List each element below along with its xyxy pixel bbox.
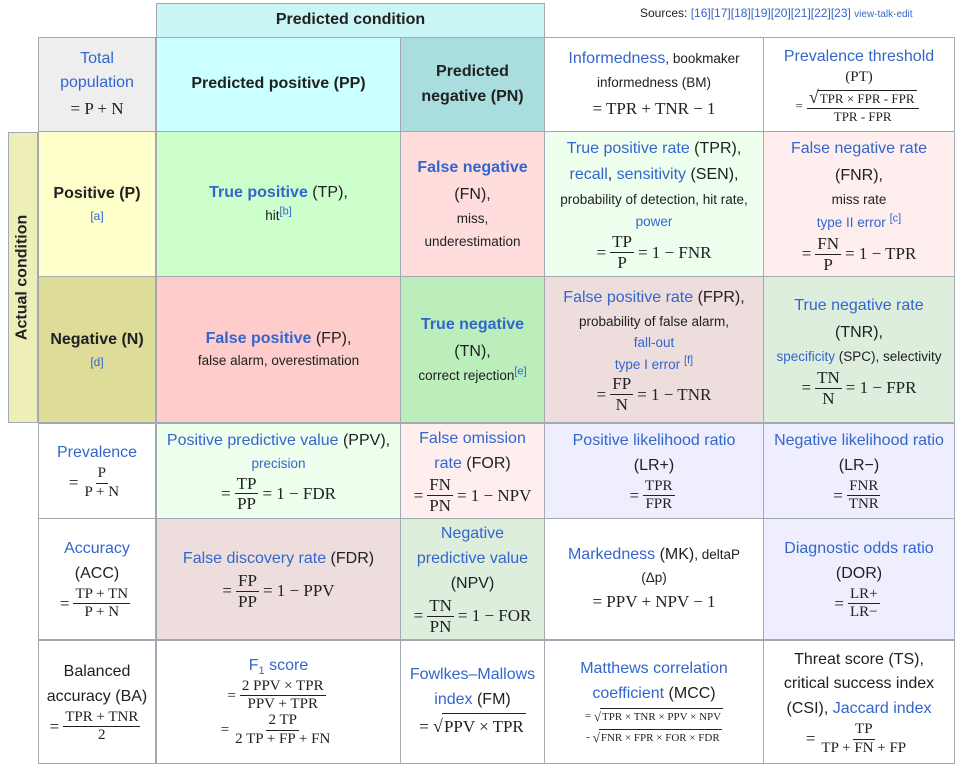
for-link[interactable]: False omission <box>419 429 526 447</box>
diagnostic-odds-ratio-cell: Diagnostic odds ratio (DOR) = LR+ LR− <box>763 518 955 640</box>
false-negative-link[interactable]: False negative <box>417 158 528 176</box>
tnr-link[interactable]: True negative rate <box>794 296 924 314</box>
note-b-link[interactable]: [b] <box>279 205 292 218</box>
edit-link[interactable]: edit <box>896 9 913 20</box>
negative-row-header: Negative (N) [d] <box>38 276 156 423</box>
positive-likelihood-ratio-cell: Positive likelihood ratio (LR+) = TPR FPR <box>544 423 764 519</box>
lr-minus-link[interactable]: Negative likelihood ratio <box>774 431 944 449</box>
sources-line: Sources: [16][17][18][19][20][21][22][23… <box>640 6 913 20</box>
specificity-link[interactable]: specificity <box>776 348 835 364</box>
prevalence-threshold-link[interactable]: Prevalence threshold <box>783 47 935 65</box>
negative-likelihood-ratio-cell: Negative likelihood ratio (LR−) = FNR TNR <box>763 423 955 519</box>
informedness-link[interactable]: Informedness <box>568 49 666 67</box>
prevalence-threshold-cell: Prevalence threshold (PT) = √TPR × FPR -… <box>763 37 955 132</box>
total-population-cell: Total population = P + N <box>38 37 156 132</box>
power-link[interactable]: power <box>635 214 673 230</box>
fdr-link[interactable]: False discovery rate <box>182 550 327 568</box>
note-a-link[interactable]: [a] <box>90 209 104 224</box>
note-f-link[interactable]: [f] <box>683 354 694 367</box>
mcc-link[interactable]: Matthews correlation <box>580 659 728 677</box>
tpr-link[interactable]: True positive rate <box>566 140 690 157</box>
sources-refs-link[interactable]: [16][17][18][19][20][21][22][23] <box>690 6 851 20</box>
prevalence-link[interactable]: Prevalence <box>56 444 138 462</box>
true-positive-cell: True positive (TP), hit[b] <box>156 131 401 277</box>
ppv-link[interactable]: Positive predictive value <box>166 431 339 449</box>
jaccard-index-link[interactable]: Jaccard index <box>832 700 932 718</box>
false-positive-rate-cell: False positive rate (FPR), probability o… <box>544 276 764 423</box>
note-e-link[interactable]: [e] <box>514 365 527 378</box>
balanced-accuracy-cell: Balanced accuracy (BA) = TPR + TNR 2 <box>38 640 156 764</box>
npv-link[interactable]: Negative <box>440 525 505 543</box>
fall-out-link[interactable]: fall-out <box>633 335 675 351</box>
view-link[interactable]: view <box>854 9 875 20</box>
threat-score-cell: Threat score (TS), critical success inde… <box>763 640 955 764</box>
positive-row-header: Positive (P) [a] <box>38 131 156 277</box>
note-d-link[interactable]: [d] <box>90 354 104 369</box>
precision-link[interactable]: precision <box>251 455 306 471</box>
accuracy-cell: Accuracy (ACC) = TP + TN P + N <box>38 518 156 640</box>
sources-label: Sources: <box>640 6 688 20</box>
markedness-link[interactable]: Markedness <box>567 545 656 563</box>
npv-cell: Negative predictive value (NPV) = TN PN = 1… <box>400 518 545 640</box>
fnr-link[interactable]: False negative rate <box>790 139 928 157</box>
sensitivity-link[interactable]: sensitivity <box>616 166 687 184</box>
fdr-cell: False discovery rate (FDR) = FP PP = 1 − PP… <box>156 518 401 640</box>
type-ii-error-link[interactable]: type II error <box>816 214 886 230</box>
predicted-negative-header: Predicted negative (PN) <box>400 37 545 132</box>
true-positive-rate-cell: True positive rate (TPR), recall, sensit… <box>544 131 764 277</box>
fowlkes-mallows-cell: Fowlkes–Mallows index (FM) = √ PPV × TPR <box>400 640 545 764</box>
ppv-cell: Positive predictive value (PPV), precisi… <box>156 423 401 519</box>
actual-condition-header: Actual condition <box>8 132 38 423</box>
markedness-cell: Markedness (MK), deltaP (Δp) = PPV + NPV… <box>544 518 764 640</box>
predicted-positive-header: Predicted positive (PP) <box>156 37 401 132</box>
informedness-cell: Informedness, bookmaker informedness (BM… <box>544 37 764 132</box>
dor-link[interactable]: Diagnostic odds ratio <box>784 539 934 557</box>
false-omission-rate-cell: False omission rate (FOR) = FN PN = 1 − NPV <box>400 423 545 519</box>
note-c-link[interactable]: [c] <box>889 212 902 225</box>
recall-link[interactable]: recall <box>569 166 608 184</box>
true-negative-cell: True negative (TN), correct rejection[e] <box>400 276 545 423</box>
predicted-condition-header: Predicted condition <box>156 3 545 38</box>
true-positive-link[interactable]: True positive <box>209 184 308 202</box>
accuracy-link[interactable]: Accuracy <box>64 539 130 557</box>
talk-link[interactable]: talk <box>877 9 894 20</box>
false-negative-rate-cell: False negative rate (FNR), miss rate typ… <box>763 131 955 277</box>
true-negative-rate-cell: True negative rate (TNR), specificity (S… <box>763 276 955 423</box>
fowlkes-mallows-link[interactable]: Fowlkes–Mallows <box>409 666 536 684</box>
f1-score-cell: F1 score = 2 PPV × TPR PPV + TPR = 2 TP 2 TP… <box>156 640 401 764</box>
false-positive-cell: False positive (FP), false alarm, overes… <box>156 276 401 423</box>
type-i-error-link[interactable]: type I error <box>614 356 681 372</box>
false-positive-link[interactable]: False positive <box>205 329 312 347</box>
false-negative-cell: False negative (FN), miss, underestimati… <box>400 131 545 277</box>
mcc-cell: Matthews correlation coefficient (MCC) =… <box>544 640 764 764</box>
fpr-link[interactable]: False positive rate <box>563 288 694 306</box>
lr-plus-link[interactable]: Positive likelihood ratio <box>572 431 736 449</box>
true-negative-link[interactable]: True negative <box>420 315 525 333</box>
f1-score-link: F1 score <box>248 657 309 678</box>
prevalence-cell: Prevalence = P P + N <box>38 423 156 519</box>
total-population-link[interactable]: Total population <box>60 49 134 92</box>
